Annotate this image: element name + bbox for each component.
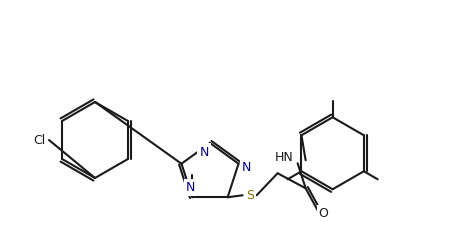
Text: N: N: [186, 181, 195, 194]
Text: N: N: [199, 146, 209, 159]
Text: Cl: Cl: [33, 134, 45, 147]
Text: HN: HN: [274, 151, 293, 164]
Text: O: O: [319, 207, 329, 220]
Text: S: S: [246, 189, 254, 202]
Text: N: N: [242, 161, 251, 174]
